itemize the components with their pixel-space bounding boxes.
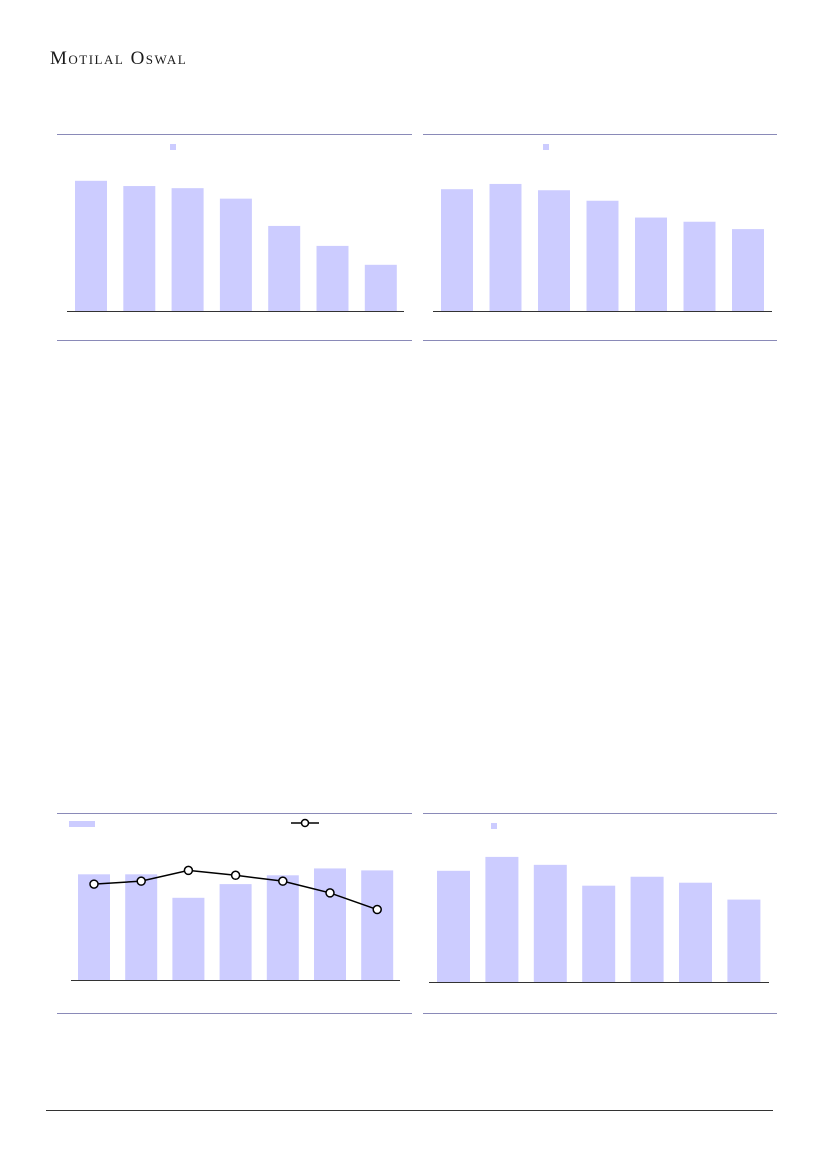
bar <box>485 856 519 982</box>
chart-panel-1 <box>57 134 412 341</box>
bar <box>364 264 397 311</box>
bar <box>172 897 205 980</box>
line-point <box>325 888 335 898</box>
bar <box>683 221 716 311</box>
line-point <box>89 879 99 889</box>
panel-top-rule <box>423 813 777 814</box>
company-logo: Motilal Oswal <box>50 48 188 69</box>
bar-line-chart <box>69 818 400 981</box>
bar <box>679 882 712 982</box>
bar-chart-1 <box>67 144 404 312</box>
line-point <box>230 870 241 881</box>
bar <box>219 884 252 980</box>
line-point <box>278 876 288 886</box>
bar <box>361 870 394 980</box>
legend-swatch <box>170 144 176 150</box>
line-point <box>372 904 382 915</box>
bar <box>437 870 470 982</box>
panel-bottom-rule <box>57 1013 412 1014</box>
bar <box>268 225 301 311</box>
bar <box>316 245 349 311</box>
panel-bottom-rule <box>57 340 412 341</box>
line-point <box>183 865 194 876</box>
bar <box>582 885 616 982</box>
bar <box>441 189 473 311</box>
bar <box>538 190 570 311</box>
legend-marker <box>300 818 310 828</box>
bar <box>266 875 299 980</box>
bar <box>635 217 667 311</box>
bar <box>489 183 522 311</box>
panel-bottom-rule <box>423 1013 777 1014</box>
panel-top-rule <box>57 813 412 814</box>
bar <box>732 229 764 311</box>
legend-swatch <box>491 823 497 829</box>
chart-panel-2 <box>423 134 777 341</box>
bar <box>171 188 204 311</box>
bar-chart-2 <box>433 144 772 312</box>
bar <box>75 180 107 311</box>
bar <box>630 876 664 982</box>
legend-swatch-bar <box>69 821 95 827</box>
bar <box>314 868 346 980</box>
bar <box>219 198 252 311</box>
bar <box>123 186 156 311</box>
line-point <box>136 876 146 886</box>
footer-rule <box>46 1110 773 1111</box>
bar <box>125 874 158 980</box>
legend-swatch <box>543 144 549 150</box>
bar <box>533 864 567 982</box>
bar-chart-4 <box>429 823 769 983</box>
chart-panel-4 <box>423 813 777 1015</box>
bar <box>727 899 761 982</box>
panel-top-rule <box>57 134 412 135</box>
panel-bottom-rule <box>423 340 777 341</box>
panel-top-rule <box>423 134 777 135</box>
chart-panel-3 <box>57 813 412 1015</box>
bar <box>78 874 110 980</box>
bar <box>586 200 619 311</box>
